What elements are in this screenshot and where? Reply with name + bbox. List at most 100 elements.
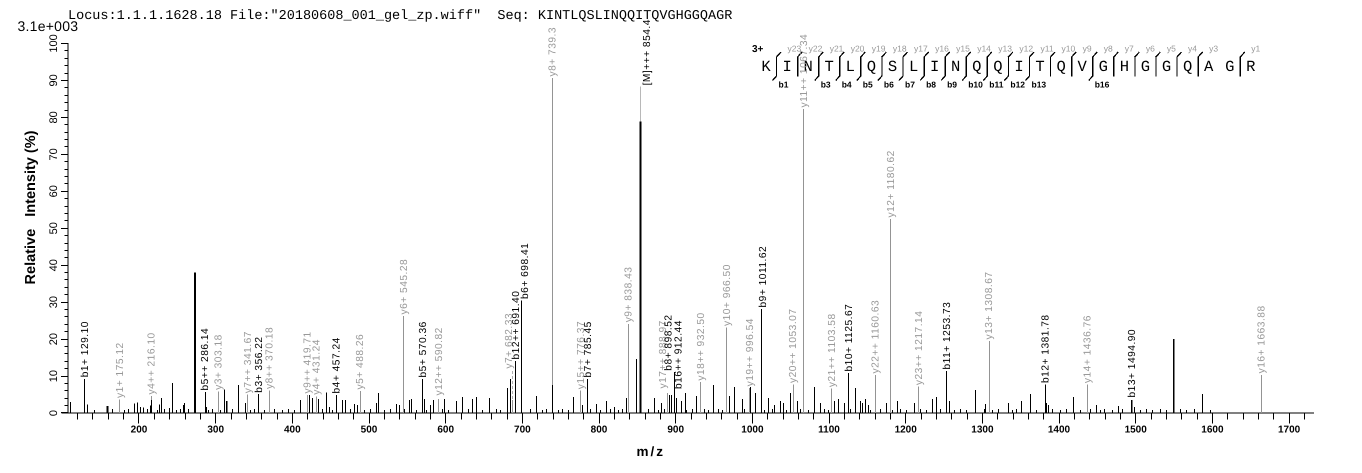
svg-text:3.1e+003: 3.1e+003 [18,18,79,34]
svg-text:y23: y23 [788,44,802,54]
svg-text:y9++ 419.71: y9++ 419.71 [303,331,314,393]
svg-text:b8+ 898.52: b8+ 898.52 [664,314,675,370]
svg-text:y22: y22 [809,44,823,54]
svg-text:I: I [930,58,939,76]
svg-text:1100: 1100 [818,425,840,436]
svg-text:b13+ 1494.90: b13+ 1494.90 [1127,329,1138,398]
svg-text:b7: b7 [905,80,915,90]
svg-text:y4+ 431.24: y4+ 431.24 [312,339,323,395]
svg-text:200: 200 [131,425,148,436]
svg-text:y8+ 739.3: y8+ 739.3 [548,27,559,77]
svg-text:100: 100 [48,34,60,52]
svg-text:80: 80 [48,111,60,123]
svg-text:b12: b12 [1010,80,1025,90]
svg-text:y20: y20 [851,44,865,54]
svg-text:y11++ 1067.34: y11++ 1067.34 [799,34,810,108]
svg-text:b4+ 457.24: b4+ 457.24 [331,337,342,393]
svg-text:y13+ 1308.67: y13+ 1308.67 [984,271,995,339]
svg-text:y13: y13 [998,44,1012,54]
svg-text:y19++ 996.54: y19++ 996.54 [745,318,756,386]
svg-text:G: G [1141,58,1150,76]
svg-text:3+: 3+ [752,44,764,55]
svg-text:b12+ 1381.78: b12+ 1381.78 [1040,314,1051,383]
svg-text:y16+ 1663.88: y16+ 1663.88 [1257,305,1268,373]
svg-text:b5+ 570.36: b5+ 570.36 [418,321,429,377]
svg-text:y12+ 1180.62: y12+ 1180.62 [886,150,897,217]
svg-text:G: G [1225,58,1234,76]
svg-text:800: 800 [591,425,608,436]
svg-text:b5: b5 [863,80,873,90]
svg-text:500: 500 [361,425,378,436]
svg-text:50: 50 [48,222,60,234]
svg-text:V: V [1078,58,1088,76]
svg-text:y19: y19 [872,44,886,54]
svg-text:S: S [888,58,897,76]
svg-text:y7++ 341.67: y7++ 341.67 [243,331,254,393]
svg-text:y6: y6 [1146,44,1155,54]
svg-text:G: G [1099,58,1108,76]
svg-text:b10: b10 [968,80,983,90]
svg-text:y9+ 838.43: y9+ 838.43 [624,267,635,323]
svg-text:y21++ 1103.58: y21++ 1103.58 [827,313,838,387]
svg-text:y7+ 682.33: y7+ 682.33 [504,313,515,369]
svg-text:y8++ 370.18: y8++ 370.18 [265,327,276,389]
svg-text:N: N [804,58,813,76]
svg-text:b16: b16 [1095,80,1110,90]
svg-text:b9+ 1011.62: b9+ 1011.62 [758,246,769,308]
svg-text:y14: y14 [977,44,991,54]
svg-text:b12++ 691.40: b12++ 691.40 [511,291,522,360]
svg-text:60: 60 [48,185,60,197]
svg-text:1500: 1500 [1125,425,1148,436]
svg-text:y18++ 932.50: y18++ 932.50 [696,312,707,380]
svg-text:y16: y16 [935,44,949,54]
svg-text:G: G [1162,58,1171,76]
svg-text:Q: Q [993,58,1002,76]
svg-text:b11+ 1253.73: b11+ 1253.73 [942,302,953,370]
svg-text:y12++ 590.82: y12++ 590.82 [434,327,445,395]
svg-text:b4: b4 [842,80,852,90]
svg-text:1200: 1200 [895,425,918,436]
svg-text:b8: b8 [926,80,936,90]
svg-text:H: H [1120,58,1129,76]
svg-text:T: T [1035,58,1044,76]
svg-text:900: 900 [667,425,684,436]
svg-text:y1: y1 [1251,44,1260,54]
svg-text:N: N [951,58,960,76]
svg-text:b9: b9 [947,80,957,90]
svg-text:30: 30 [48,296,60,308]
svg-text:b3: b3 [821,80,831,90]
svg-text:y5+ 488.26: y5+ 488.26 [355,334,366,390]
svg-text:Q: Q [972,58,981,76]
svg-text:Relative Intensity (%): Relative Intensity (%) [23,130,39,284]
svg-text:y5: y5 [1167,44,1176,54]
svg-text:700: 700 [514,425,531,436]
svg-text:T: T [825,58,834,76]
svg-text:y4: y4 [1188,44,1197,54]
svg-text:y23++ 1217.14: y23++ 1217.14 [914,311,925,385]
svg-text:1000: 1000 [741,425,764,436]
svg-text:y18: y18 [893,44,907,54]
svg-text:b1: b1 [779,80,789,90]
svg-text:y14+ 1436.76: y14+ 1436.76 [1082,315,1093,383]
svg-text:40: 40 [48,259,60,271]
svg-text:b13: b13 [1032,80,1047,90]
svg-text:y10: y10 [1062,44,1076,54]
svg-text:y22++ 1160.63: y22++ 1160.63 [871,300,882,374]
svg-text:y17: y17 [914,44,928,54]
svg-text:70: 70 [48,148,60,160]
svg-text:90: 90 [48,74,60,86]
svg-text:b3+ 356.22: b3+ 356.22 [254,336,265,392]
svg-text:A: A [1204,58,1214,76]
svg-text:y9: y9 [1083,44,1092,54]
svg-text:K: K [761,58,771,76]
svg-text:I: I [782,58,791,76]
svg-text:y15++ 776.37: y15++ 776.37 [576,321,587,389]
svg-text:b11: b11 [989,80,1003,90]
svg-text:L: L [909,58,918,76]
svg-text:Q: Q [1183,58,1192,76]
svg-text:1700: 1700 [1278,425,1301,436]
svg-text:b6+ 698.41: b6+ 698.41 [520,243,531,299]
svg-text:0: 0 [48,410,60,416]
svg-text:m/z: m/z [637,444,666,459]
svg-text:y7: y7 [1125,44,1134,54]
